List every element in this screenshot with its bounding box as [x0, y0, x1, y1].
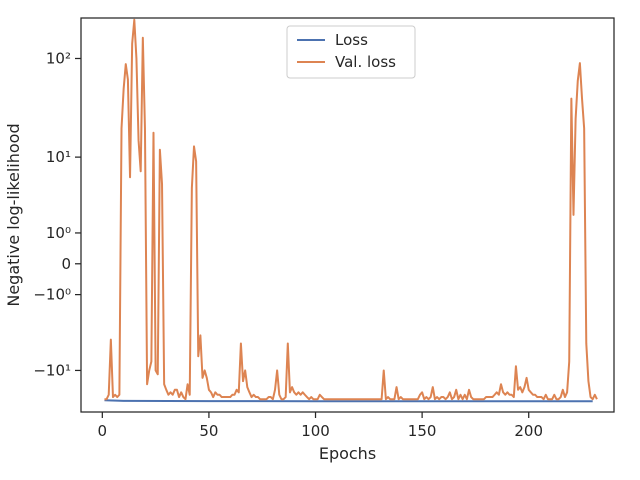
legend-entry: Loss: [335, 31, 368, 49]
x-tick-label: 0: [98, 422, 108, 440]
x-axis-label: Epochs: [319, 444, 376, 463]
plot-frame: [80, 17, 615, 413]
legend-entry: Val. loss: [335, 53, 396, 71]
x-tick-label: 100: [301, 422, 330, 440]
y-tick-label: 10¹: [46, 148, 71, 166]
x-tick-label: 150: [408, 422, 437, 440]
series-line-loss: [104, 399, 593, 403]
y-axis-label: Negative log-likelihood: [4, 123, 23, 306]
y-tick-label: −10⁰: [33, 286, 71, 304]
x-tick-label: 50: [199, 422, 218, 440]
y-tick-label: 10⁰: [46, 224, 71, 242]
y-tick-label: 0: [61, 255, 71, 273]
y-tick-label: −10¹: [33, 361, 71, 379]
series-layer: [104, 18, 598, 403]
x-tick-label: 200: [514, 422, 543, 440]
y-tick-label: 10²: [46, 49, 71, 67]
legend: Loss Val. loss: [286, 25, 416, 79]
y-axis: −10¹ −10⁰ 0 10⁰ 10¹ 10²: [33, 49, 81, 379]
series-line-val-loss: [104, 18, 598, 401]
x-axis: 0 50 100 150 200: [98, 412, 543, 440]
